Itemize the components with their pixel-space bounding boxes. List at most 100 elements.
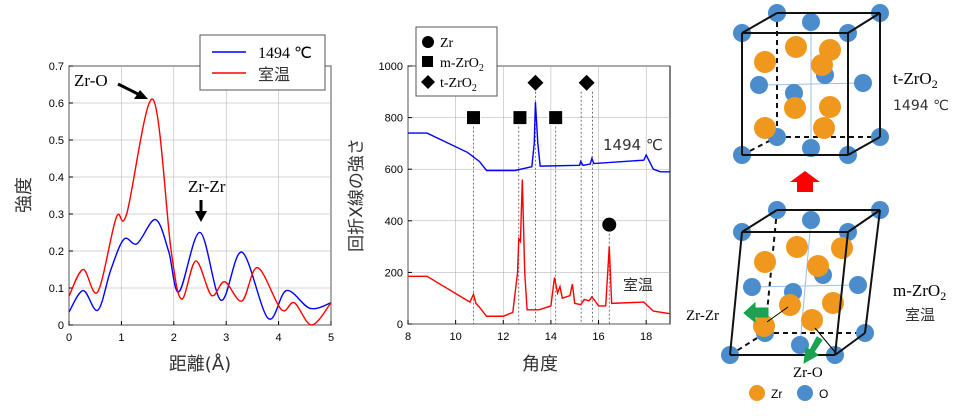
zirconium-atom	[754, 117, 776, 139]
svg-text:t-ZrO2: t-ZrO2	[440, 76, 477, 94]
y-tick-label: 600	[385, 164, 403, 176]
cell-edge	[847, 209, 881, 233]
x-tick-label: 18	[640, 331, 652, 343]
t-zro2-label: t-ZrO	[893, 69, 932, 88]
square-marker	[548, 110, 564, 126]
subscript: 2	[479, 63, 484, 74]
diamond-marker	[527, 74, 544, 91]
x-tick-label: 10	[450, 331, 462, 343]
legend-label-room-temp: 室温	[258, 65, 290, 84]
zr-zr-label: Zr-Zr	[686, 308, 719, 324]
subscript: 2	[940, 289, 946, 303]
arrow-icon	[117, 82, 148, 99]
cell-edge	[729, 231, 743, 356]
y-tick-label: 0.3	[49, 209, 64, 221]
x-tick-label: 1	[118, 332, 124, 344]
legend-label-zr: Zr	[440, 36, 454, 51]
green-arrow-icon	[803, 336, 823, 364]
svg-text:t-ZrO2: t-ZrO2	[893, 69, 938, 91]
square-marker	[512, 110, 528, 126]
x-axis-label: 距離(Å)	[169, 353, 231, 375]
y-tick-label: 0.2	[49, 246, 64, 258]
square-marker-icon	[422, 56, 433, 67]
series-line-0	[408, 102, 670, 173]
green-arrow-icon	[743, 301, 769, 324]
legend-label-t-zro2: t-ZrO	[440, 76, 472, 91]
cell-edge	[834, 332, 866, 356]
cell-edge	[847, 12, 881, 34]
oxygen-atom	[791, 336, 809, 354]
legend: 1494 ℃ 室温	[199, 34, 326, 91]
y-axis-label: 強度	[14, 177, 35, 213]
zirconium-atom	[819, 96, 841, 118]
annotation-zr-o: Zr-O	[74, 71, 108, 90]
series-line-0	[68, 218, 332, 320]
x-tick-label: 0	[66, 332, 72, 344]
oxygen-atom	[854, 74, 872, 92]
y-tick-label: 0.1	[49, 283, 64, 295]
circle-marker	[602, 217, 617, 232]
zr-legend-icon	[749, 385, 765, 401]
cell-edge	[741, 136, 778, 156]
legend-zr-label: Zr	[771, 387, 782, 401]
legend-label-1494: 1494 ℃	[258, 45, 312, 62]
zirconium-atom	[801, 309, 823, 331]
annotation-zr-zr: Zr-Zr	[188, 177, 226, 196]
rdf-chart: 0 0.1 0.2 0.3 0.4 0.5 0.6 0.7 0 1 2 3 4 5 強度 距離(Å) Zr…	[14, 34, 334, 375]
t-zro2-cell	[733, 4, 889, 164]
y-tick-label: 1000	[379, 61, 403, 73]
series-label-1494: 1494 ℃	[603, 136, 663, 154]
cell-edge	[741, 209, 778, 233]
square-marker	[466, 110, 481, 126]
x-tick-label: 2	[171, 332, 177, 344]
y-tick-label: 0	[58, 320, 64, 332]
y-tick-label: 800	[385, 113, 403, 125]
oxygen-atom	[849, 276, 867, 294]
t-zro2-temp: 1494 ℃	[893, 98, 949, 114]
series-line-1	[408, 179, 671, 317]
y-tick-label: 0.7	[49, 61, 64, 73]
zirconium-atom	[779, 294, 801, 316]
diamond-marker-icon	[421, 75, 435, 89]
x-tick-label: 4	[276, 332, 282, 344]
double-arrow-icon	[814, 327, 836, 353]
oxygen-atom	[743, 278, 761, 296]
zirconium-atom	[807, 255, 829, 277]
x-tick-label: 8	[405, 331, 411, 343]
y-tick-label: 400	[385, 216, 403, 228]
y-tick-label: 200	[385, 267, 403, 279]
x-tick-label: 5	[328, 332, 334, 344]
svg-text:m-ZrO2: m-ZrO2	[440, 56, 484, 74]
zirconium-atom	[754, 51, 776, 73]
cell-edge	[834, 231, 849, 356]
legend-label-m-zro2: m-ZrO	[440, 56, 479, 71]
crystal-structure-diagram	[721, 4, 889, 364]
cell-edge	[847, 136, 881, 156]
cell-edge	[864, 209, 881, 334]
arrow-down-icon	[195, 200, 207, 222]
o-legend-icon	[797, 385, 813, 401]
oxygen-atom	[785, 84, 803, 102]
x-axis-label: 角度	[522, 354, 558, 375]
subscript: 2	[472, 83, 477, 94]
zirconium-atom	[754, 251, 776, 273]
svg-text:m-ZrO2: m-ZrO2	[893, 281, 946, 303]
zirconium-atom	[785, 36, 807, 58]
series-line-1	[68, 98, 332, 326]
zirconium-atom	[813, 117, 835, 139]
y-tick-label: 0.4	[49, 172, 64, 184]
zr-o-label: Zr-O	[793, 365, 823, 381]
diamond-marker	[578, 74, 595, 91]
m-zro2-cell	[721, 201, 889, 364]
y-tick-label: 0	[397, 319, 403, 331]
crystal-labels: t-ZrO2 1494 ℃ m-ZrO2 室温 Zr-Zr Zr-O Zr O	[686, 69, 949, 401]
zirconium-atom	[784, 97, 806, 119]
y-tick-label: 0.6	[49, 98, 64, 110]
y-tick-label: 0.5	[49, 135, 64, 147]
circle-marker-icon	[422, 36, 434, 48]
subscript: 2	[932, 77, 938, 91]
zirconium-atom	[831, 237, 853, 259]
arrow-up-icon	[790, 171, 820, 192]
